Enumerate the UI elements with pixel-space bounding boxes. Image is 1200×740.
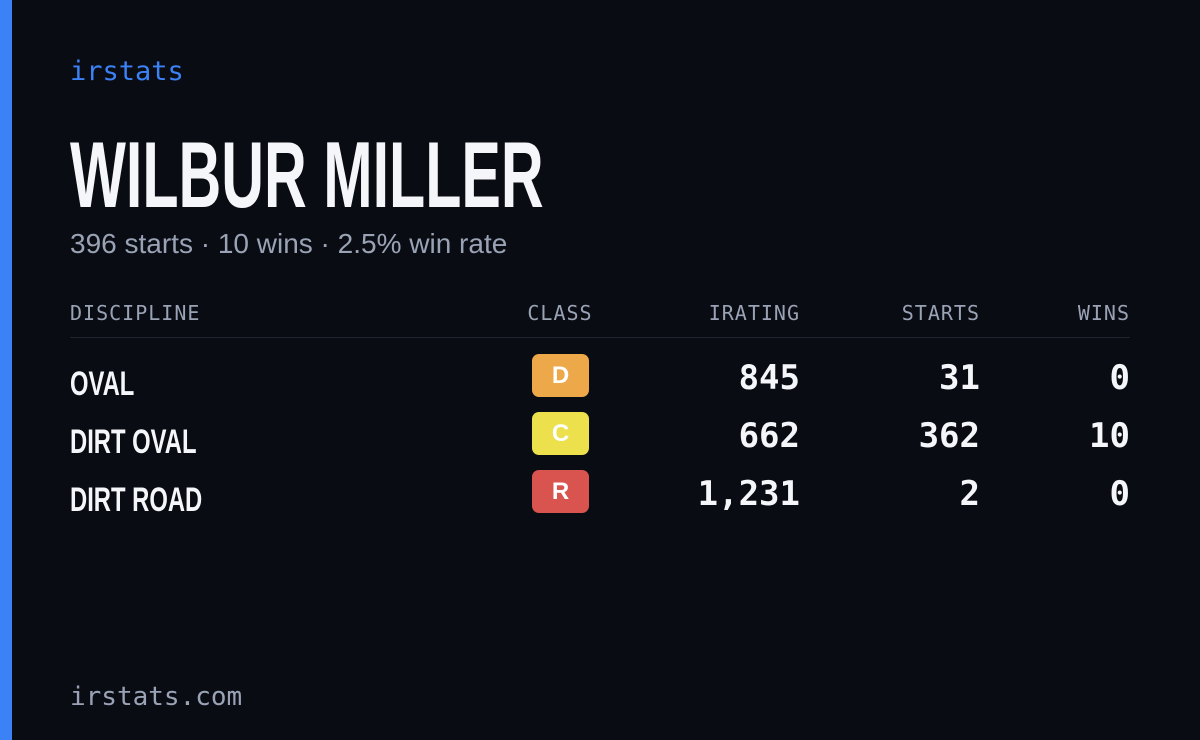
- column-header: WINS: [1077, 301, 1130, 325]
- starts-value: 31: [939, 358, 980, 398]
- class-badge: R: [532, 470, 589, 513]
- column-header: DISCIPLINE: [70, 301, 201, 325]
- discipline: OVAL: [70, 365, 135, 403]
- wins-value: 0: [1109, 358, 1130, 398]
- starts-value: 362: [918, 416, 980, 456]
- column-header: IRATING: [708, 301, 800, 325]
- brand: irstats: [70, 56, 184, 87]
- footer: irstats.com: [70, 682, 243, 712]
- player-name: WILBUR MILLER: [70, 122, 544, 227]
- accent-bar: [0, 0, 12, 740]
- column-header: STARTS: [901, 301, 980, 325]
- irating-value: 1,231: [697, 474, 800, 514]
- starts-value: 2: [959, 474, 980, 514]
- wins-value: 0: [1109, 474, 1130, 514]
- irating-value: 845: [738, 358, 800, 398]
- irating-value: 662: [738, 416, 800, 456]
- discipline: DIRT OVAL: [70, 423, 197, 461]
- class-badge: C: [532, 412, 589, 455]
- divider: [70, 337, 1130, 338]
- class-badge: D: [532, 354, 589, 397]
- discipline: DIRT ROAD: [70, 481, 203, 519]
- wins-value: 10: [1089, 416, 1130, 456]
- summary: 396 starts · 10 wins · 2.5% win rate: [70, 228, 508, 259]
- column-header: CLASS: [527, 301, 593, 325]
